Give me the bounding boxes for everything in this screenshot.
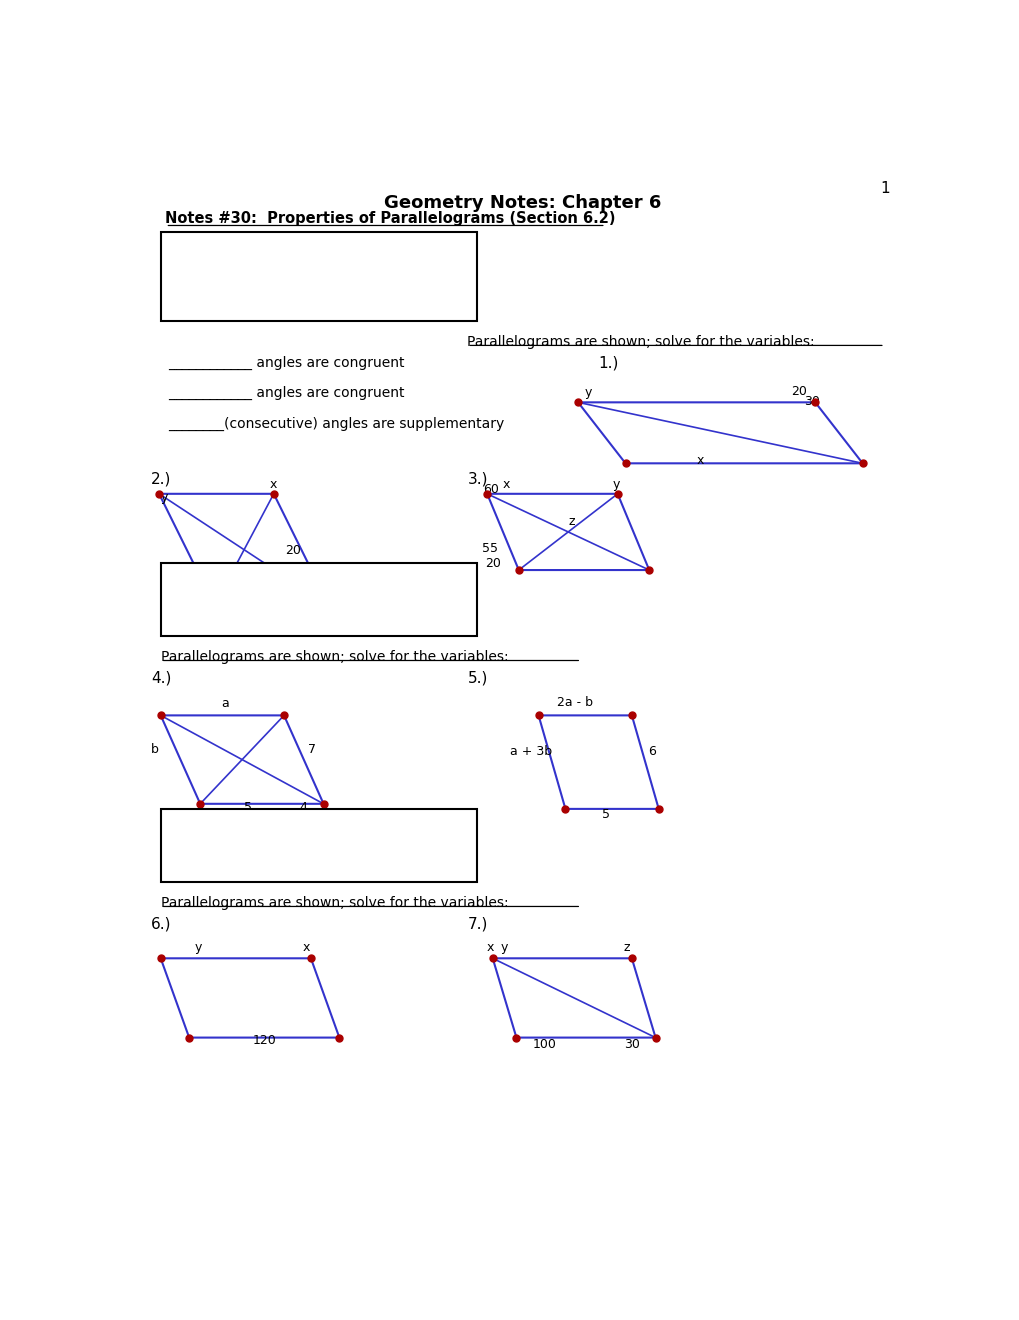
Text: 30: 30 [803, 396, 819, 408]
Text: a + 3b: a + 3b [510, 744, 551, 758]
Text: ____________ angles are congruent: ____________ angles are congruent [168, 355, 405, 370]
FancyBboxPatch shape [161, 809, 477, 882]
Text: 4.): 4.) [151, 671, 171, 685]
Text: parallelogram are _______________: parallelogram are _______________ [182, 610, 454, 626]
Text: Parallelograms are shown; solve for the variables:: Parallelograms are shown; solve for the … [161, 651, 507, 664]
Text: parallelogram are _______________: parallelogram are _______________ [182, 855, 454, 871]
Text: z: z [568, 515, 575, 528]
Text: Both pairs of opposite sides of a: Both pairs of opposite sides of a [179, 579, 458, 594]
Text: x: x [269, 478, 277, 491]
Text: 6: 6 [647, 744, 655, 758]
Text: y: y [612, 478, 620, 491]
Text: 5: 5 [245, 801, 253, 814]
Text: parallelogram are _______________: parallelogram are _______________ [182, 271, 454, 286]
Text: 5.): 5.) [467, 671, 487, 685]
Text: 4: 4 [300, 801, 308, 814]
Text: Parallelograms are shown; solve for the variables:: Parallelograms are shown; solve for the … [161, 896, 507, 911]
Text: (Definition of a Parallelogram): (Definition of a Parallelogram) [214, 300, 423, 314]
Text: Geometry Notes: Chapter 6: Geometry Notes: Chapter 6 [384, 194, 660, 213]
Text: 2.): 2.) [151, 471, 171, 487]
Text: 20: 20 [484, 557, 500, 570]
Text: a: a [220, 697, 228, 710]
Text: y: y [500, 941, 507, 954]
Text: Both pairs of opposite angles of a: Both pairs of opposite angles of a [173, 825, 464, 840]
Text: 55: 55 [481, 541, 497, 554]
FancyBboxPatch shape [161, 231, 477, 321]
FancyBboxPatch shape [161, 562, 477, 636]
Text: x: x [696, 454, 703, 467]
Text: 100: 100 [532, 1038, 555, 1051]
Text: ____________ angles are congruent: ____________ angles are congruent [168, 385, 405, 400]
Text: 1: 1 [879, 181, 890, 195]
Text: 5: 5 [601, 808, 609, 821]
Text: y: y [584, 387, 591, 399]
Text: Both pairs of opposite sides of a: Both pairs of opposite sides of a [179, 248, 458, 263]
Text: 7: 7 [308, 743, 316, 756]
Text: 7.): 7.) [467, 916, 487, 932]
Text: z: z [624, 941, 630, 954]
Text: 100: 100 [191, 605, 214, 618]
Text: y: y [195, 941, 202, 954]
Text: b: b [151, 743, 159, 756]
Text: x: x [303, 941, 310, 954]
Text: 120: 120 [252, 1034, 276, 1047]
Text: x: x [486, 941, 493, 954]
Text: 20: 20 [285, 544, 302, 557]
Text: Parallelograms are shown; solve for the variables:: Parallelograms are shown; solve for the … [467, 335, 814, 350]
Text: ________(consecutive) angles are supplementary: ________(consecutive) angles are supplem… [168, 417, 504, 430]
Text: y: y [161, 491, 168, 504]
Text: 3.): 3.) [467, 471, 487, 487]
Text: 1.): 1.) [597, 355, 618, 371]
Text: 30: 30 [624, 1038, 639, 1051]
Text: 60: 60 [483, 483, 498, 496]
Text: x: x [501, 478, 510, 491]
Text: 6.): 6.) [151, 916, 171, 932]
Text: Notes #30:  Properties of Parallelograms (Section 6.2): Notes #30: Properties of Parallelograms … [165, 211, 615, 226]
Text: 20: 20 [791, 385, 807, 399]
Text: z: z [308, 605, 314, 618]
Text: 2a - b: 2a - b [556, 696, 592, 709]
